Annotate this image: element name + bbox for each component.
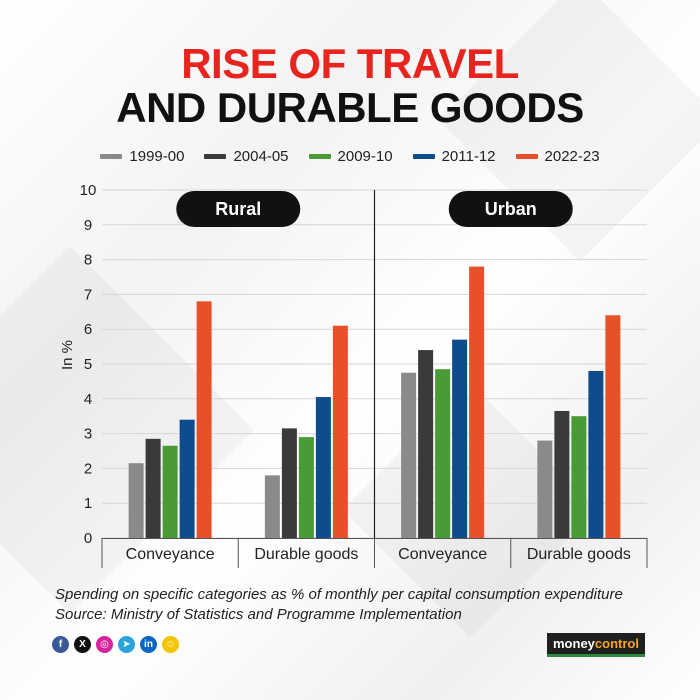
y-tick-label: 4 <box>84 391 92 408</box>
bar-2011-12 <box>315 397 331 538</box>
y-tick-label: 2 <box>84 460 92 477</box>
title-line-2: AND DURABLE GOODS <box>116 84 584 131</box>
bar-2022-23 <box>196 301 212 538</box>
legend-label: 2011-12 <box>441 148 496 165</box>
bar-2022-23 <box>469 266 485 538</box>
bar-2011-12 <box>179 419 195 538</box>
y-axis-label: In % <box>59 340 76 370</box>
x-category-label: Conveyance <box>126 546 215 563</box>
bar-2009-10 <box>298 437 314 538</box>
bar-2011-12 <box>588 370 604 538</box>
legend-item: 2004-05 <box>204 148 289 165</box>
y-tick-label: 6 <box>84 321 92 338</box>
linkedin-icon[interactable]: in <box>140 636 157 653</box>
legend-item: 2009-10 <box>308 148 393 165</box>
legend-label: 2009-10 <box>337 148 393 165</box>
chart-footnote: Spending on specific categories as % of … <box>55 586 623 603</box>
panel-label: Rural <box>215 199 261 219</box>
bar-2011-12 <box>452 339 468 538</box>
bar-2009-10 <box>162 445 178 538</box>
snapchat-icon[interactable]: ☺ <box>162 636 179 653</box>
chart-source: Source: Ministry of Statistics and Progr… <box>55 606 462 623</box>
x-icon[interactable]: X <box>74 636 91 653</box>
y-tick-label: 10 <box>80 182 97 199</box>
bar-2022-23 <box>332 325 348 538</box>
instagram-icon[interactable]: ◎ <box>96 636 113 653</box>
panel-label: Urban <box>485 199 537 219</box>
bar-2004-05 <box>145 438 161 538</box>
moneycontrol-logo[interactable]: money control <box>547 633 645 657</box>
bar-2009-10 <box>571 416 587 538</box>
panel-label-pill <box>448 191 573 227</box>
logo-text-control: control <box>594 636 639 651</box>
bar-1999-00 <box>128 463 144 538</box>
legend-label: 2004-05 <box>233 148 289 165</box>
telegram-icon[interactable]: ➤ <box>118 636 135 653</box>
panel-label-pill <box>176 191 301 227</box>
legend-swatch <box>412 154 435 159</box>
legend-item: 2011-12 <box>412 148 496 165</box>
title-line-1: RISE OF TRAVEL <box>181 40 519 87</box>
x-category-label: Conveyance <box>398 546 487 563</box>
bar-2022-23 <box>605 315 621 538</box>
bar-2004-05 <box>281 428 297 538</box>
legend-label: 1999-00 <box>129 148 185 165</box>
bar-1999-00 <box>264 475 280 538</box>
logo-text-money: money <box>553 636 595 651</box>
bar-2009-10 <box>435 369 451 538</box>
legend-swatch <box>515 154 538 159</box>
y-tick-label: 8 <box>84 252 92 269</box>
x-category-label: Durable goods <box>254 546 358 563</box>
bar-1999-00 <box>401 372 417 538</box>
y-tick-label: 5 <box>84 356 92 373</box>
y-tick-label: 7 <box>84 286 92 303</box>
bar-2004-05 <box>418 350 434 538</box>
legend-label: 2022-23 <box>544 148 600 165</box>
chart-legend: 1999-00 2004-05 2009-10 2011-12 2022-23 <box>0 148 700 165</box>
bar-2004-05 <box>554 410 570 538</box>
bar-1999-00 <box>537 440 553 538</box>
legend-swatch <box>100 154 123 159</box>
y-tick-label: 1 <box>84 495 92 512</box>
x-category-label: Durable goods <box>527 546 631 563</box>
y-tick-label: 9 <box>84 217 92 234</box>
y-tick-label: 0 <box>84 530 92 547</box>
legend-item: 2022-23 <box>515 148 600 165</box>
y-tick-label: 3 <box>84 426 92 443</box>
legend-item: 1999-00 <box>100 148 184 165</box>
social-icons: f X ◎ ➤ in ☺ <box>52 636 179 653</box>
facebook-icon[interactable]: f <box>52 636 69 653</box>
legend-swatch <box>308 154 331 159</box>
legend-swatch <box>204 154 227 159</box>
